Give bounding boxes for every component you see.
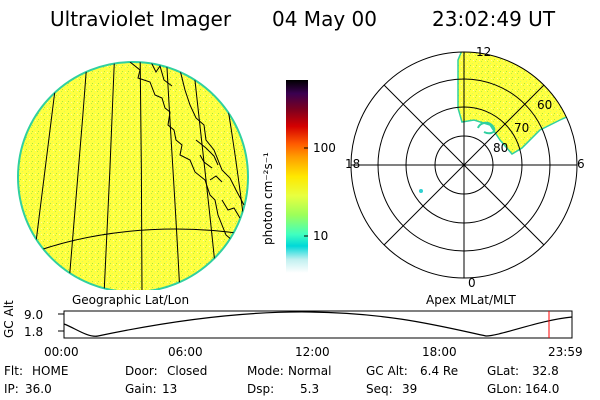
apex-caption: Apex MLat/MLT <box>426 293 516 307</box>
status-gcalt-value: 6.4 Re <box>420 364 459 378</box>
status-glon-value: 164.0 <box>525 382 560 396</box>
mlt-label-right: 6 <box>577 157 585 171</box>
time-label: 23:02:49 UT <box>432 7 556 31</box>
colorbar <box>286 80 308 273</box>
altitude-plot <box>58 310 573 339</box>
geographic-caption: Geographic Lat/Lon <box>72 293 190 307</box>
status-glat-key: GLat: <box>487 364 520 378</box>
polar-plot <box>350 51 578 279</box>
colorbar-unit-label: photon cm⁻²s⁻¹ <box>261 152 275 245</box>
altitude-y-tick-high: 9.0 <box>24 308 44 322</box>
altitude-y-tick-low: 1.8 <box>24 325 44 339</box>
altitude-x-tick-3: 18:00 <box>422 345 457 359</box>
altitude-x-tick-1: 06:00 <box>168 345 203 359</box>
status-dsp-value: 5.3 <box>300 382 320 396</box>
geographic-globe-image <box>17 61 249 290</box>
colorbar-label-100: 100 <box>313 141 336 155</box>
mlt-label-top: 12 <box>476 45 492 59</box>
status-flt-value: HOME <box>32 364 69 378</box>
colorbar-label-10: 10 <box>313 229 329 243</box>
mlat-label-60: 60 <box>537 98 553 112</box>
altitude-x-tick-0: 00:00 <box>44 345 79 359</box>
altitude-x-tick-2: 12:00 <box>295 345 330 359</box>
coastline <box>129 62 245 241</box>
status-gain-key: Gain: <box>125 382 157 396</box>
status-gcalt-key: GC Alt: <box>366 364 408 378</box>
status-ip-value: 36.0 <box>25 382 52 396</box>
status-ip-key: IP: <box>4 382 19 396</box>
altitude-y-title: GC Alt <box>2 300 16 338</box>
altitude-x-tick-4: 23:59 <box>548 345 583 359</box>
status-door-value: Closed <box>167 364 208 378</box>
polar-emission-dot <box>419 189 423 193</box>
status-seq-value: 39 <box>402 382 418 396</box>
status-dsp-key: Dsp: <box>247 382 275 396</box>
status-glon-key: GLon: <box>487 382 522 396</box>
status-flt-key: Flt: <box>4 364 23 378</box>
status-mode-key: Mode: <box>247 364 284 378</box>
status-door-key: Door: <box>125 364 158 378</box>
status-mode-value: Normal <box>288 364 332 378</box>
mlat-label-70: 70 <box>514 121 530 135</box>
instrument-title: Ultraviolet Imager <box>50 7 232 31</box>
status-glat-value: 32.8 <box>532 364 559 378</box>
status-seq-key: Seq: <box>366 382 393 396</box>
mlt-label-bottom: 0 <box>468 276 476 290</box>
date-label: 04 May 00 <box>272 7 377 31</box>
status-gain-value: 13 <box>162 382 178 396</box>
mlat-label-80: 80 <box>493 141 509 155</box>
altitude-curve <box>63 311 573 337</box>
mlt-label-left: 18 <box>345 157 361 171</box>
polar-grid <box>350 51 578 279</box>
